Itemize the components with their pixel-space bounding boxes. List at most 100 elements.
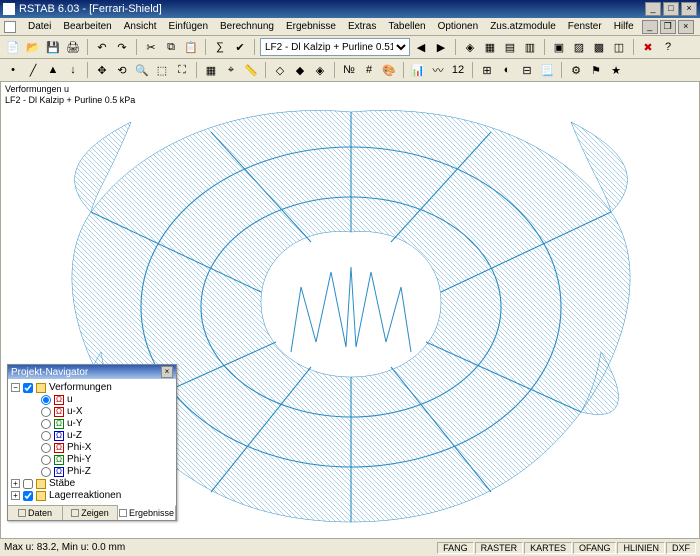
view-xy-icon[interactable]: ▦ xyxy=(481,38,499,56)
tree-item[interactable]: Ω u-Z xyxy=(11,430,173,442)
extra3-icon[interactable]: ★ xyxy=(607,61,625,79)
radio-Phi-Y[interactable] xyxy=(41,455,51,465)
checkbox-Lagerreaktionen[interactable] xyxy=(23,491,33,501)
copy-icon[interactable]: ⧉ xyxy=(162,38,180,56)
grid-icon[interactable]: ▦ xyxy=(202,61,220,79)
menu-tabellen[interactable]: Tabellen xyxy=(382,21,431,32)
menu-extras[interactable]: Extras xyxy=(342,21,382,32)
snap-icon[interactable]: ⌖ xyxy=(222,61,240,79)
status-ofang[interactable]: OFANG xyxy=(573,542,617,554)
tree-group[interactable]: + Lagerreaktionen xyxy=(11,490,173,502)
tree-item[interactable]: Ω Phi-X xyxy=(11,442,173,454)
cancel-icon[interactable]: ✖ xyxy=(639,38,657,56)
tab-ergebnisse[interactable]: Ergebnisse xyxy=(118,505,176,520)
redo-icon[interactable]: ↷ xyxy=(113,38,131,56)
new-icon[interactable]: 📄 xyxy=(4,38,22,56)
extra2-icon[interactable]: ⚑ xyxy=(587,61,605,79)
support-icon[interactable]: ▲ xyxy=(44,61,62,79)
measure-icon[interactable]: 📏 xyxy=(242,61,260,79)
print-icon[interactable]: 🖨 xyxy=(64,38,82,56)
tool-c-icon[interactable]: ▩ xyxy=(590,38,608,56)
move-icon[interactable]: ✥ xyxy=(93,61,111,79)
table-icon[interactable]: ⊟ xyxy=(518,61,536,79)
material-icon[interactable]: ◐ xyxy=(498,61,516,79)
zoom-icon[interactable]: 🔍 xyxy=(133,61,151,79)
viewport[interactable]: Verformungen u LF2 - Dl Kalzip + Purline… xyxy=(0,82,700,544)
cut-icon[interactable]: ✂ xyxy=(142,38,160,56)
mdi-restore-button[interactable]: ❐ xyxy=(660,20,676,34)
rotate-icon[interactable]: ⟲ xyxy=(113,61,131,79)
maximize-button[interactable]: □ xyxy=(663,2,679,16)
menu-einfuegen[interactable]: Einfügen xyxy=(163,21,214,32)
menu-fenster[interactable]: Fenster xyxy=(562,21,608,32)
section-icon[interactable]: ⊞ xyxy=(478,61,496,79)
deform-icon[interactable]: 〰 xyxy=(429,61,447,79)
undo-icon[interactable]: ↶ xyxy=(93,38,111,56)
status-raster[interactable]: RASTER xyxy=(475,542,524,554)
num-members-icon[interactable]: # xyxy=(360,61,378,79)
checkbox-verformungen[interactable] xyxy=(23,383,33,393)
loadcase-dropdown[interactable]: LF2 - Dl Kalzip + Purline 0.51… xyxy=(260,38,410,56)
tree-item[interactable]: Ω u-Y xyxy=(11,418,173,430)
radio-Phi-Z[interactable] xyxy=(41,467,51,477)
help-icon[interactable]: ? xyxy=(659,38,677,56)
view-yz-icon[interactable]: ▥ xyxy=(521,38,539,56)
menu-ergebnisse[interactable]: Ergebnisse xyxy=(280,21,342,32)
close-button[interactable]: × xyxy=(681,2,697,16)
status-fang[interactable]: FANG xyxy=(437,542,474,554)
tab-zeigen[interactable]: Zeigen xyxy=(63,506,118,520)
tree-item[interactable]: Ω u xyxy=(11,394,173,406)
mdi-close-button[interactable]: × xyxy=(678,20,694,34)
tool-b-icon[interactable]: ▨ xyxy=(570,38,588,56)
tree-root-verformungen[interactable]: − Verformungen xyxy=(11,382,173,394)
menu-optionen[interactable]: Optionen xyxy=(432,21,485,32)
render-solid-icon[interactable]: ◆ xyxy=(291,61,309,79)
navigator-title-bar[interactable]: Projekt-Navigator × xyxy=(8,365,176,379)
expand-icon[interactable]: + xyxy=(11,491,20,500)
status-kartes[interactable]: KARTES xyxy=(524,542,572,554)
radio-u-Y[interactable] xyxy=(41,419,51,429)
status-hlinien[interactable]: HLINIEN xyxy=(617,542,665,554)
report-icon[interactable]: 📃 xyxy=(538,61,556,79)
mdi-minimize-button[interactable]: _ xyxy=(642,20,658,34)
menu-hilfe[interactable]: Hilfe xyxy=(608,21,640,32)
tree-group[interactable]: + Stäbe xyxy=(11,478,173,490)
minimize-button[interactable]: _ xyxy=(645,2,661,16)
check-icon[interactable]: ✔ xyxy=(231,38,249,56)
radio-u-Z[interactable] xyxy=(41,431,51,441)
menu-berechnung[interactable]: Berechnung xyxy=(214,21,280,32)
node-icon[interactable]: • xyxy=(4,61,22,79)
member-icon[interactable]: ╱ xyxy=(24,61,42,79)
values-icon[interactable]: 12 xyxy=(449,61,467,79)
next-icon[interactable]: ▶ xyxy=(432,38,450,56)
view-xz-icon[interactable]: ▤ xyxy=(501,38,519,56)
load-icon[interactable]: ↓ xyxy=(64,61,82,79)
menu-ansicht[interactable]: Ansicht xyxy=(118,21,163,32)
navigator-close-icon[interactable]: × xyxy=(161,366,173,378)
extra1-icon[interactable]: ⚙ xyxy=(567,61,585,79)
expand-icon[interactable]: + xyxy=(11,479,20,488)
radio-Phi-X[interactable] xyxy=(41,443,51,453)
checkbox-Stäbe[interactable] xyxy=(23,479,33,489)
colors-icon[interactable]: 🎨 xyxy=(380,61,398,79)
calc-icon[interactable]: ∑ xyxy=(211,38,229,56)
status-dxf[interactable]: DXF xyxy=(666,542,696,554)
tool-d-icon[interactable]: ◫ xyxy=(610,38,628,56)
render-trans-icon[interactable]: ◈ xyxy=(311,61,329,79)
save-icon[interactable]: 💾 xyxy=(44,38,62,56)
tree-item[interactable]: Ω Phi-Z xyxy=(11,466,173,478)
open-icon[interactable]: 📂 xyxy=(24,38,42,56)
zoom-all-icon[interactable]: ⛶ xyxy=(173,61,191,79)
tool-a-icon[interactable]: ▣ xyxy=(550,38,568,56)
zoom-window-icon[interactable]: ⬚ xyxy=(153,61,171,79)
num-nodes-icon[interactable]: № xyxy=(340,61,358,79)
tab-daten[interactable]: Daten xyxy=(8,506,63,520)
view-3d-icon[interactable]: ◈ xyxy=(461,38,479,56)
results-icon[interactable]: 📊 xyxy=(409,61,427,79)
radio-u-X[interactable] xyxy=(41,407,51,417)
menu-datei[interactable]: Datei xyxy=(22,21,57,32)
prev-icon[interactable]: ◀ xyxy=(412,38,430,56)
render-wire-icon[interactable]: ◇ xyxy=(271,61,289,79)
paste-icon[interactable]: 📋 xyxy=(182,38,200,56)
menu-bearbeiten[interactable]: Bearbeiten xyxy=(57,21,117,32)
